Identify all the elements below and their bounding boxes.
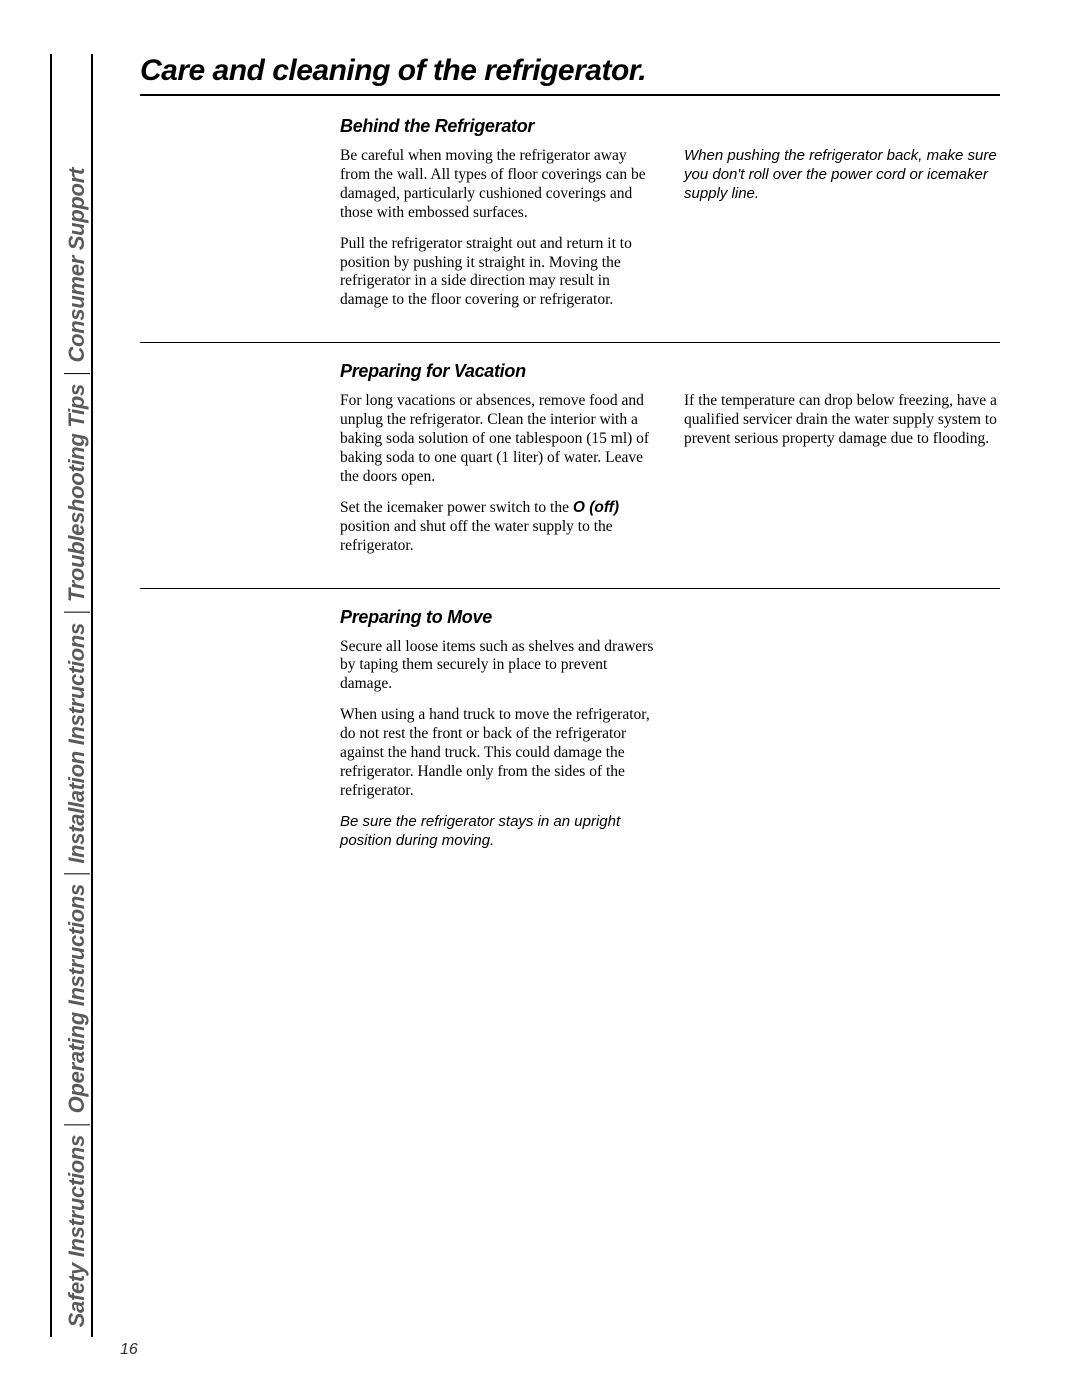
page-title: Care and cleaning of the refrigerator. <box>140 54 1000 88</box>
columns: For long vacations or absences, remove f… <box>340 392 1000 567</box>
paragraph: Pull the refrigerator straight out and r… <box>340 235 656 311</box>
section-rule <box>140 588 1000 589</box>
bold-text: O (off) <box>573 499 619 516</box>
section-move: Preparing to Move Secure all loose items… <box>340 607 1000 863</box>
col-left: Secure all loose items such as shelves a… <box>340 638 656 863</box>
col-right: When pushing the refrigerator back, make… <box>684 147 1000 322</box>
main-content: Care and cleaning of the refrigerator. B… <box>140 54 1000 862</box>
sidebar-item-operating: Operating Instructions <box>64 873 90 1123</box>
page-number: 16 <box>120 1341 138 1359</box>
section-heading: Behind the Refrigerator <box>340 116 1000 137</box>
col-right: If the temperature can drop below freezi… <box>684 392 1000 567</box>
sidebar-border-left <box>50 54 52 1337</box>
sidebar-item-safety: Safety Instructions <box>64 1124 90 1337</box>
col-left: Be careful when moving the refrigerator … <box>340 147 656 322</box>
sidebar-tabs: Safety Instructions Operating Instructio… <box>58 54 96 1337</box>
paragraph: Be careful when moving the refrigerator … <box>340 147 656 223</box>
paragraph: Secure all loose items such as shelves a… <box>340 638 656 695</box>
text: position and shut off the water supply t… <box>340 518 613 554</box>
title-rule <box>140 94 1000 96</box>
paragraph: If the temperature can drop below freezi… <box>684 392 1000 449</box>
paragraph: For long vacations or absences, remove f… <box>340 392 656 487</box>
section-rule <box>140 342 1000 343</box>
columns: Secure all loose items such as shelves a… <box>340 638 1000 863</box>
sidebar-item-installation: Installation Instructions <box>64 612 90 874</box>
note: Be sure the refrigerator stays in an upr… <box>340 813 656 851</box>
columns: Be careful when moving the refrigerator … <box>340 147 1000 322</box>
sidebar-item-consumer: Consumer Support <box>64 158 90 372</box>
text: Set the icemaker power switch to the <box>340 499 573 516</box>
paragraph: When using a hand truck to move the refr… <box>340 706 656 801</box>
sidebar-item-troubleshooting: Troubleshooting Tips <box>64 373 90 612</box>
paragraph: Set the icemaker power switch to the O (… <box>340 499 656 556</box>
col-right <box>684 638 1000 863</box>
section-vacation: Preparing for Vacation For long vacation… <box>340 361 1000 567</box>
col-left: For long vacations or absences, remove f… <box>340 392 656 567</box>
section-heading: Preparing for Vacation <box>340 361 1000 382</box>
note: When pushing the refrigerator back, make… <box>684 147 1000 203</box>
section-heading: Preparing to Move <box>340 607 1000 628</box>
section-behind: Behind the Refrigerator Be careful when … <box>340 116 1000 322</box>
